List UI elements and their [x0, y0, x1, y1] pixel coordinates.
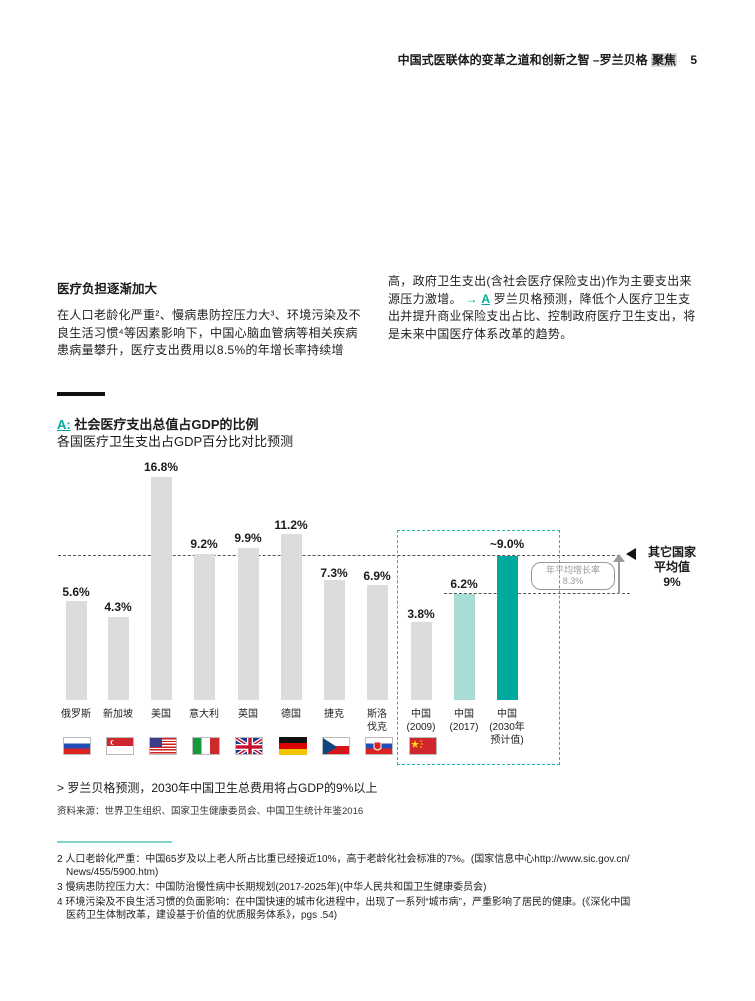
- chart-tag: A:: [57, 417, 71, 432]
- page-number: 5: [690, 53, 697, 67]
- bar-china-2009: [411, 622, 432, 700]
- slovakia-flag-icon: [365, 737, 393, 755]
- china-flag-icon: [409, 737, 437, 755]
- bar-china-2030: [497, 556, 518, 700]
- paragraph-right: 高，政府卫生支出(含社会医疗保险支出)作为主要支出来源压力激增。 → A 罗兰贝…: [388, 273, 700, 343]
- average-label-line2: 平均值: [653, 560, 690, 574]
- germany-flag-icon: [279, 737, 307, 755]
- paragraph-right-b: 罗兰贝格预测，降低个人医疗卫生支出并提升商业保险支出占比、控制政府医疗卫生支出，…: [388, 291, 696, 341]
- uk-flag-icon: [235, 737, 263, 755]
- x-label: 美国: [151, 709, 171, 720]
- x-label: 新加坡: [103, 709, 133, 720]
- x-label: 中国 (2030年 预计值): [482, 708, 532, 747]
- x-label: 中国 (2009): [396, 708, 446, 734]
- value-label: 5.6%: [62, 585, 90, 599]
- value-label: 7.3%: [320, 566, 348, 580]
- x-label: 德国: [281, 709, 301, 720]
- china-2017-reference-line: [444, 593, 630, 594]
- x-label-line: 中国: [497, 709, 517, 720]
- china-highlight-box: [397, 530, 560, 765]
- footnote-line: News/455/5900.htm): [66, 867, 159, 878]
- x-label-line: 中国: [411, 709, 431, 720]
- value-label: 4.3%: [104, 600, 132, 614]
- footnote-4: 4 环境污染及不良生活习惯的负面影响：在中国快速的城市化进程中，出现了一系列“城…: [57, 896, 707, 922]
- forecast-note: > 罗兰贝格预测，2030年中国卫生总费用将占GDP的9%以上: [57, 781, 378, 795]
- footnote-line: 2 人口老龄化严重：中国65岁及以上老人所占比重已经接近10%，高于老龄化社会标…: [57, 854, 630, 865]
- chart-reference-link[interactable]: → A: [465, 292, 493, 306]
- value-label: ~9.0%: [489, 537, 525, 551]
- x-label-line: 预计值): [490, 735, 524, 746]
- section-divider: [57, 392, 105, 396]
- bar-germany: [281, 534, 302, 700]
- x-label: 意大利: [189, 709, 219, 720]
- arrow-up-icon: [613, 554, 625, 594]
- bar-uk: [238, 548, 259, 700]
- chart-reference-tag: A: [481, 291, 490, 306]
- footnote-3: 3 慢病患防控压力大：中国防治慢性病中长期规划(2017-2025年)(中华人民…: [57, 881, 707, 894]
- page-header: 中国式医联体的变革之道和创新之智 –罗兰贝格 聚焦 5: [398, 51, 697, 68]
- x-label-line: (2009): [406, 722, 436, 733]
- arrow-right-icon: →: [465, 291, 478, 306]
- bar-czech: [324, 580, 345, 700]
- bar-russia: [66, 601, 87, 700]
- chart-title-text: 社会医疗支出总值占GDP的比例: [74, 417, 259, 432]
- usa-flag-icon: [149, 737, 177, 755]
- footnote-line: 4 环境污染及不良生活习惯的负面影响：在中国快速的城市化进程中，出现了一系列“城…: [57, 897, 631, 908]
- value-label: 9.2%: [190, 537, 218, 551]
- italy-flag-icon: [192, 737, 220, 755]
- bar-usa: [151, 477, 172, 700]
- focus-label: 聚焦: [650, 53, 677, 67]
- growth-rate-label: 年平均增长率: [545, 565, 600, 575]
- growth-rate-pill: 年平均增长率 8.3%: [531, 562, 615, 590]
- footnote-line: 3 慢病患防控压力大：中国防治慢性病中长期规划(2017-2025年)(中华人民…: [57, 882, 487, 893]
- x-label-line: (2030年: [489, 722, 525, 733]
- triangle-left-icon: [626, 548, 636, 560]
- x-label-line: 中国: [454, 709, 474, 720]
- x-label-line: 伐克: [367, 722, 387, 733]
- value-label: 16.8%: [143, 460, 179, 474]
- russia-flag-icon: [63, 737, 91, 755]
- x-label: 英国: [238, 709, 258, 720]
- bar-china-2017: [454, 594, 475, 700]
- paragraph-right-a: 高，政府卫生支出(含社会医疗保险支出)作为主要支出来源压力激增。: [388, 274, 692, 306]
- singapore-flag-icon: [106, 737, 134, 755]
- data-source: 资料来源：世界卫生组织、国家卫生健康委员会、中国卫生统计年鉴2016: [57, 806, 364, 817]
- average-label-value: 9%: [663, 575, 681, 589]
- section-title: 医疗负担逐渐加大: [57, 282, 158, 296]
- x-label: 俄罗斯: [61, 709, 91, 720]
- value-label: 3.8%: [407, 607, 435, 621]
- x-label-line: 斯洛: [367, 709, 387, 720]
- x-label: 斯洛 伐克: [352, 708, 402, 734]
- x-label: 中国 (2017): [439, 708, 489, 734]
- footnote-2: 2 人口老龄化严重：中国65岁及以上老人所占比重已经接近10%，高于老龄化社会标…: [57, 853, 707, 879]
- bar-italy: [194, 554, 215, 700]
- value-label: 6.2%: [450, 577, 478, 591]
- footnote-divider: [57, 841, 172, 843]
- value-label: 11.2%: [274, 518, 308, 532]
- growth-rate-value: 8.3%: [562, 576, 584, 586]
- x-label-line: (2017): [449, 722, 479, 733]
- average-label-line1: 其它国家: [647, 545, 696, 559]
- chart-title: A: 社会医疗支出总值占GDP的比例: [57, 414, 259, 433]
- paragraph-left: 在人口老龄化严重²、慢病患防控压力大³、环境污染及不良生活习惯⁴等因素影响下，中…: [57, 308, 361, 357]
- document-title: 中国式医联体的变革之道和创新之智 –罗兰贝格: [397, 53, 648, 67]
- bar-singapore: [108, 617, 129, 700]
- average-reference-line: [58, 555, 620, 556]
- x-label: 捷克: [324, 709, 344, 720]
- bar-slovakia: [367, 585, 388, 700]
- czech-flag-icon: [322, 737, 350, 755]
- chart-subtitle: 各国医疗卫生支出占GDP百分比对比预测: [57, 434, 294, 449]
- average-label: 其它国家 平均值 9%: [636, 545, 708, 590]
- footnote-line: 医药卫生体制改革，建设基于价值的优质服务体系》，pgs .54): [66, 910, 338, 921]
- value-label: 9.9%: [234, 531, 262, 545]
- value-label: 6.9%: [363, 569, 391, 583]
